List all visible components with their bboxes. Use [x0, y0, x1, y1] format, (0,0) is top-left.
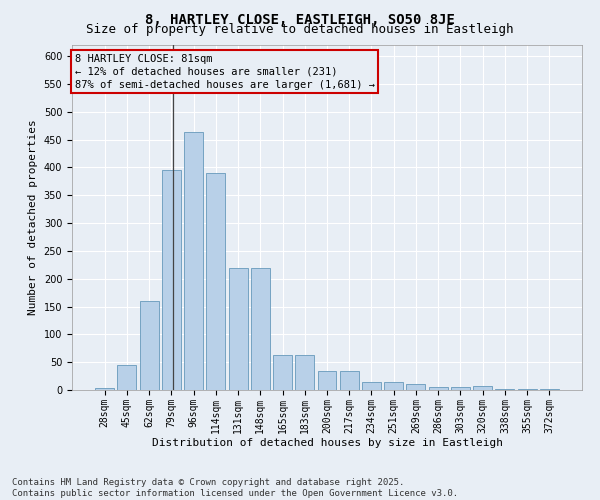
Text: Size of property relative to detached houses in Eastleigh: Size of property relative to detached ho… [86, 22, 514, 36]
Bar [451, 386, 470, 390]
Bar [473, 386, 492, 390]
Bar [229, 268, 248, 390]
Y-axis label: Number of detached properties: Number of detached properties [28, 120, 38, 316]
Bar [118, 365, 136, 390]
Bar [273, 355, 292, 390]
Bar [384, 382, 403, 390]
Bar [251, 268, 270, 390]
Bar [429, 386, 448, 390]
Text: Contains HM Land Registry data © Crown copyright and database right 2025.
Contai: Contains HM Land Registry data © Crown c… [12, 478, 458, 498]
Bar [206, 173, 225, 390]
Bar [295, 355, 314, 390]
Bar [340, 370, 359, 390]
Text: 8, HARTLEY CLOSE, EASTLEIGH, SO50 8JE: 8, HARTLEY CLOSE, EASTLEIGH, SO50 8JE [145, 12, 455, 26]
Bar [140, 301, 158, 390]
Text: 8 HARTLEY CLOSE: 81sqm
← 12% of detached houses are smaller (231)
87% of semi-de: 8 HARTLEY CLOSE: 81sqm ← 12% of detached… [74, 54, 374, 90]
Bar [317, 370, 337, 390]
Bar [406, 384, 425, 390]
Bar [162, 170, 181, 390]
Bar [362, 382, 381, 390]
Bar [95, 388, 114, 390]
Bar [184, 132, 203, 390]
X-axis label: Distribution of detached houses by size in Eastleigh: Distribution of detached houses by size … [151, 438, 503, 448]
